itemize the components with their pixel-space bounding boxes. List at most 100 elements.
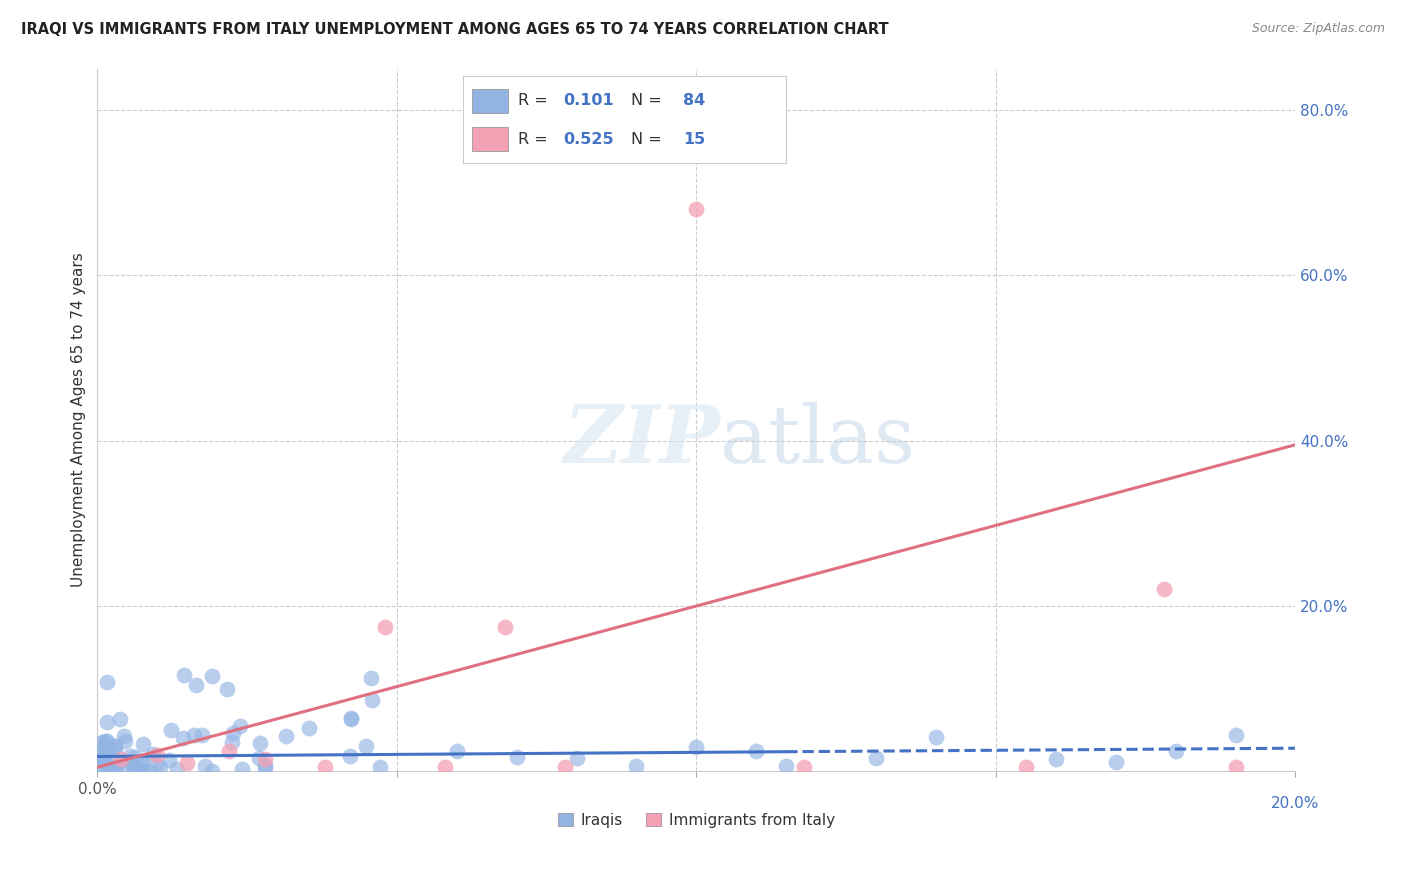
Point: [104, 760, 127, 774]
Point: [215, 682, 238, 697]
Point: [129, 763, 152, 777]
Point: [89, 756, 111, 771]
Point: [339, 748, 361, 763]
Point: [340, 712, 363, 726]
Point: [793, 760, 815, 774]
Text: Source: ZipAtlas.com: Source: ZipAtlas.com: [1251, 22, 1385, 36]
Point: [100, 762, 122, 776]
Point: [122, 764, 145, 779]
Point: [131, 756, 153, 771]
Point: [685, 740, 707, 755]
Point: [146, 747, 169, 762]
Point: [94, 756, 117, 771]
Point: [131, 737, 153, 751]
Point: [96, 674, 118, 689]
Point: [145, 757, 167, 772]
Point: [103, 763, 125, 777]
Point: [184, 678, 207, 692]
Point: [121, 756, 143, 770]
Point: [360, 671, 382, 685]
Point: [173, 668, 195, 682]
Point: [160, 723, 183, 738]
Point: [93, 734, 115, 748]
Point: [276, 730, 298, 744]
Point: [129, 763, 152, 777]
Point: [114, 734, 136, 748]
Point: [120, 749, 142, 764]
Legend: Iraqis, Immigrants from Italy: Iraqis, Immigrants from Italy: [551, 806, 841, 834]
Point: [96, 733, 118, 747]
Point: [494, 620, 516, 634]
Point: [254, 752, 277, 766]
Point: [97, 744, 120, 758]
Point: [87, 753, 110, 767]
Point: [201, 669, 224, 683]
Point: [254, 761, 277, 775]
Point: [626, 759, 648, 773]
Point: [176, 756, 198, 770]
Point: [121, 756, 143, 771]
Point: [183, 728, 205, 742]
Point: [368, 759, 391, 773]
Point: [191, 728, 214, 742]
Point: [201, 764, 224, 778]
Point: [129, 764, 152, 778]
Point: [554, 760, 576, 774]
Point: [142, 747, 165, 762]
Point: [505, 750, 527, 764]
Point: [865, 751, 887, 765]
Point: [89, 757, 111, 772]
Text: IRAQI VS IMMIGRANTS FROM ITALY UNEMPLOYMENT AMONG AGES 65 TO 74 YEARS CORRELATIO: IRAQI VS IMMIGRANTS FROM ITALY UNEMPLOYM…: [21, 22, 889, 37]
Point: [339, 711, 361, 725]
Point: [115, 762, 138, 776]
Point: [91, 735, 114, 749]
Point: [1164, 744, 1187, 758]
Point: [685, 202, 707, 216]
Point: [361, 693, 384, 707]
Text: 20.0%: 20.0%: [1271, 797, 1320, 812]
Point: [108, 712, 131, 726]
Point: [97, 763, 120, 777]
Point: [229, 719, 252, 733]
Point: [108, 755, 131, 769]
Point: [114, 730, 136, 744]
Point: [1153, 582, 1175, 597]
Point: [194, 759, 217, 773]
Point: [253, 758, 276, 772]
Point: [94, 754, 117, 768]
Y-axis label: Unemployment Among Ages 65 to 74 years: Unemployment Among Ages 65 to 74 years: [72, 252, 86, 587]
Point: [775, 758, 797, 772]
Point: [298, 721, 321, 735]
Point: [1225, 728, 1247, 742]
Point: [96, 715, 118, 730]
Point: [218, 744, 240, 758]
Point: [249, 736, 271, 750]
Point: [745, 743, 768, 757]
Point: [90, 743, 112, 757]
Point: [354, 739, 377, 753]
Point: [96, 737, 118, 751]
Point: [1225, 760, 1247, 774]
Point: [565, 751, 588, 765]
Text: ZIP: ZIP: [564, 402, 720, 480]
Point: [433, 760, 456, 774]
Point: [231, 763, 253, 777]
Point: [314, 760, 336, 774]
Point: [104, 739, 127, 753]
Point: [247, 751, 270, 765]
Point: [172, 731, 194, 745]
Point: [157, 754, 180, 768]
Text: atlas: atlas: [720, 402, 915, 480]
Point: [138, 764, 160, 778]
Point: [110, 752, 132, 766]
Point: [222, 725, 245, 739]
Point: [446, 744, 468, 758]
Point: [1105, 756, 1128, 770]
Point: [131, 756, 153, 770]
Point: [103, 739, 125, 753]
Point: [221, 735, 243, 749]
Point: [374, 620, 396, 634]
Point: [925, 730, 948, 744]
Point: [149, 760, 172, 774]
Point: [124, 749, 146, 764]
